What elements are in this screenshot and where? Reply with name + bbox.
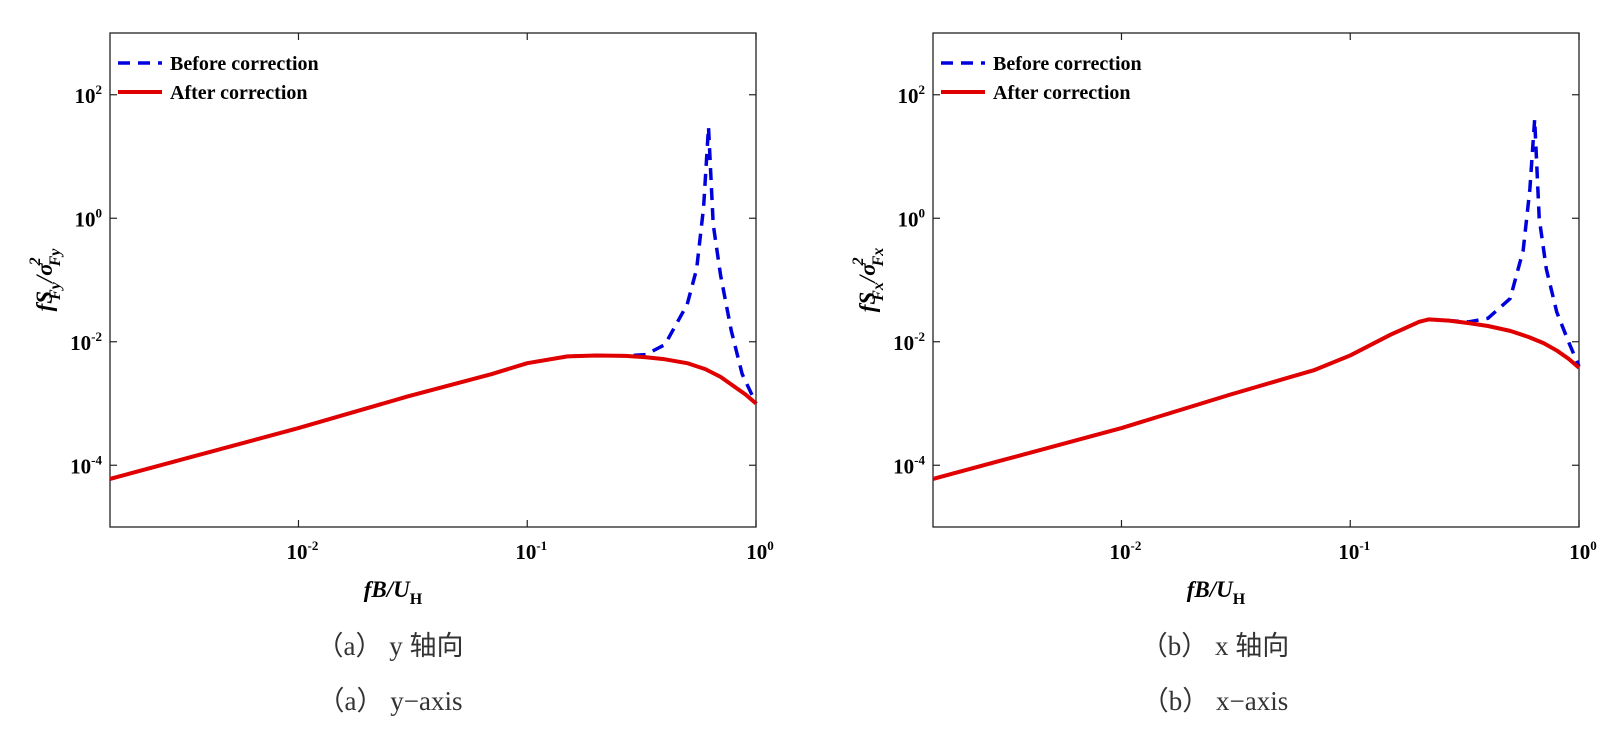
series-line-after-correction (109, 353, 758, 481)
y-tick-label: 102 (898, 82, 926, 108)
y-axis-label-text: fSFx/σ2 Fx (850, 248, 887, 313)
y-axis-label: fSFy/σ2 Fy (27, 248, 64, 312)
x-tick-label: 10-2 (287, 538, 319, 564)
x-axis-label: fB/UH (1187, 577, 1246, 608)
plot-frame (109, 32, 757, 528)
x-tick-label: 100 (1569, 538, 1597, 564)
series-line-before-correction (932, 117, 1581, 481)
y-axis-label-text: fSFy/σ2 Fy (27, 248, 64, 312)
y-tick-label: 10-2 (70, 329, 102, 355)
panel-a: 10-4 10-2 100 102 10-2 10-1 100 Before correcti… (27, 32, 774, 716)
x-axis-label: fB/UH (364, 577, 423, 608)
legend-label: After correction (170, 82, 308, 104)
legend-label: Before correction (170, 53, 319, 75)
x-tick-label: 100 (746, 538, 774, 564)
y-tick-label: 10-4 (893, 452, 925, 478)
caption-cn: （b） x 轴向 (1141, 631, 1290, 661)
legend-label: Before correction (993, 53, 1142, 75)
x-tick-label: 10-1 (515, 538, 547, 564)
x-tick-label: 10-1 (1338, 538, 1370, 564)
caption-en: （a） y−axis (318, 686, 463, 716)
caption-en: （b） x−axis (1142, 686, 1288, 716)
panel-b: 10-4 10-2 100 102 10-2 10-1 100 Before correcti… (850, 32, 1597, 716)
x-tick-label: 10-2 (1110, 538, 1142, 564)
y-tick-label: 102 (75, 82, 103, 108)
series-line-before-correction (109, 125, 758, 481)
y-tick-label: 100 (898, 205, 926, 231)
y-tick-label: 10-2 (893, 329, 925, 355)
plot-frame (932, 32, 1580, 528)
y-tick-label: 10-4 (70, 452, 102, 478)
series-line-after-correction (932, 317, 1581, 481)
caption-cn: （a） y 轴向 (317, 631, 464, 661)
y-tick-label: 100 (75, 205, 103, 231)
y-axis-label: fSFx/σ2 Fx (850, 248, 887, 313)
legend-label: After correction (993, 82, 1131, 104)
